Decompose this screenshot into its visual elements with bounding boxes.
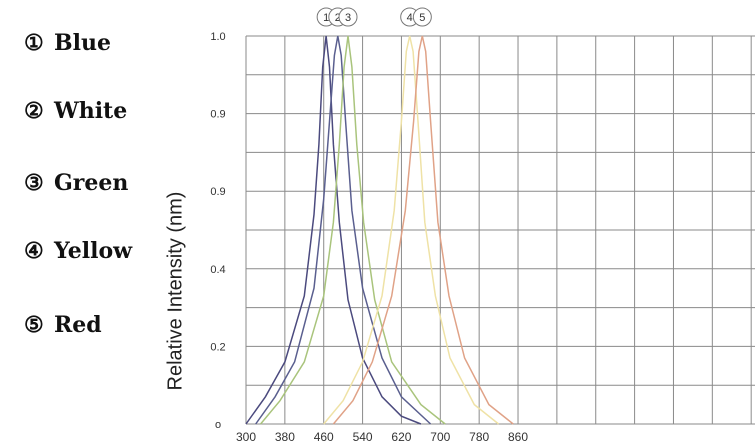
legend-number: ② — [24, 98, 44, 124]
y-tick-label: o — [215, 419, 221, 431]
peak-marker-label: 3 — [345, 12, 351, 24]
legend-item-green: ③ Green — [24, 170, 128, 196]
grid — [245, 35, 755, 425]
legend-item-blue: ① Blue — [24, 30, 111, 56]
legend-number: ⑤ — [24, 312, 44, 338]
legend-label: Red — [54, 312, 102, 338]
curves — [245, 35, 514, 425]
peak-marker-label: 2 — [335, 12, 341, 24]
x-tick-label: 700 — [430, 430, 450, 444]
x-tick-label: 860 — [508, 430, 528, 444]
legend-number: ③ — [24, 170, 44, 196]
y-tick-labels: o 0.2 0.4 0.9 0.9 1.0 — [210, 31, 225, 431]
x-tick-labels: 300 380 460 540 620 700 780 860 — [236, 430, 528, 444]
peak-marker-label: 5 — [419, 12, 425, 24]
legend-item-white: ② White — [24, 98, 127, 124]
peak-marker-label: 1 — [323, 12, 329, 24]
legend-label: White — [54, 98, 128, 124]
legend-label: Blue — [54, 30, 111, 56]
peak-marker-label: 4 — [407, 12, 413, 24]
x-tick-label: 540 — [353, 430, 373, 444]
legend-number: ④ — [24, 238, 44, 264]
x-tick-label: 300 — [236, 430, 256, 444]
legend-item-red: ⑤ Red — [24, 312, 102, 338]
peak-marker-circle — [338, 7, 358, 27]
spectrum-curve-1 — [245, 35, 422, 425]
y-tick-label: 0.4 — [210, 264, 225, 276]
y-tick-label: 0.9 — [210, 109, 225, 121]
legend: ① Blue ② White ③ Green ④ Yellow ⑤ Red — [0, 0, 170, 446]
x-tick-label: 380 — [275, 430, 295, 444]
x-tick-label: 780 — [469, 430, 489, 444]
y-tick-label: 1.0 — [210, 31, 225, 43]
y-tick-label: 0.2 — [210, 341, 225, 353]
spectrum-curve-3 — [260, 35, 446, 425]
x-tick-label: 620 — [391, 430, 411, 444]
peak-marker-circle — [412, 7, 432, 27]
spectrum-curve-2 — [255, 35, 432, 425]
x-tick-label: 460 — [314, 430, 334, 444]
spectrum-curve-4 — [323, 35, 500, 425]
legend-item-yellow: ④ Yellow — [24, 238, 132, 264]
legend-label: Yellow — [54, 238, 133, 264]
spectrum-curve-5 — [332, 35, 514, 425]
legend-number: ① — [24, 30, 44, 56]
legend-label: Green — [54, 170, 129, 196]
y-tick-label: 0.9 — [210, 186, 225, 198]
